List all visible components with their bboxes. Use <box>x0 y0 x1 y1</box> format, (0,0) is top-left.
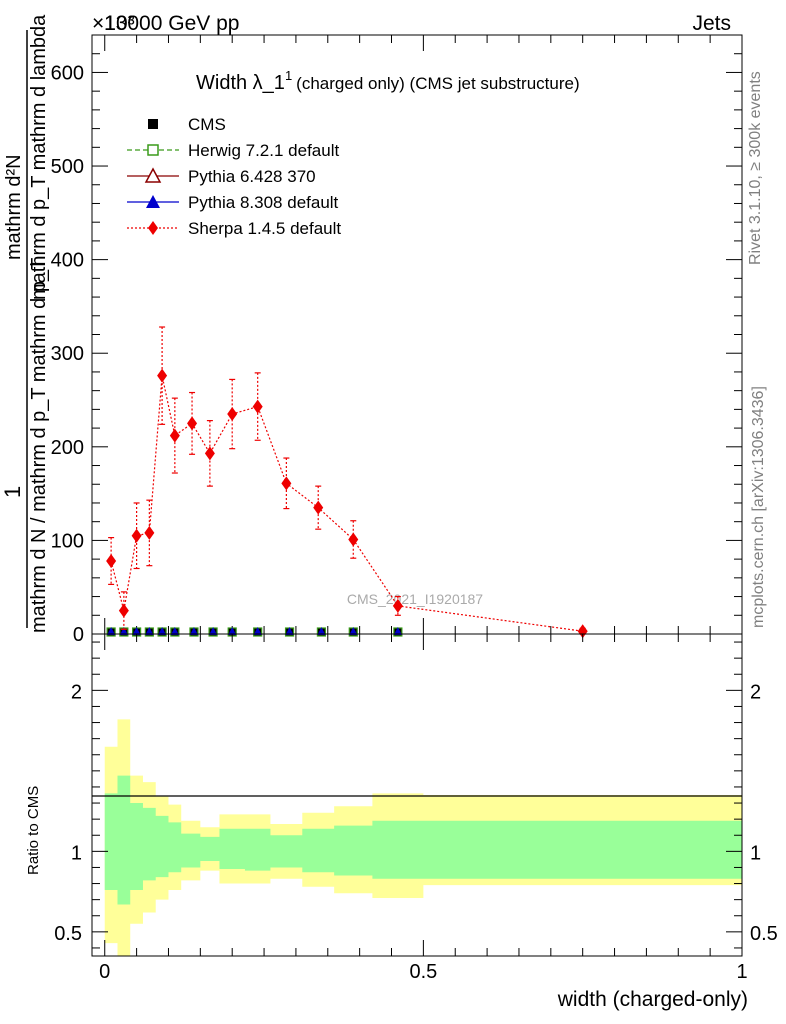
sherpa-line <box>110 375 583 632</box>
sherpa-point <box>348 532 359 547</box>
sherpa-point <box>157 368 168 383</box>
legend-marker-triangle <box>146 195 160 208</box>
legend-entry: Sherpa 1.4.5 default <box>127 219 341 238</box>
sherpa-series <box>106 326 588 639</box>
ratio-y-tick-label-right: 0.5 <box>750 923 778 945</box>
sherpa-point <box>252 399 263 414</box>
title-rest: (charged only) (CMS jet substructure) <box>296 74 579 93</box>
plot-title: Width λ_11 (charged only) (CMS jet substr… <box>196 68 580 94</box>
y-tick-label: 300 <box>51 343 84 365</box>
ratio-plot-frame <box>91 633 743 957</box>
analysis-watermark: CMS_2021_I1920187 <box>347 591 483 607</box>
sherpa-point <box>106 553 117 568</box>
pythia8-point <box>209 627 218 635</box>
legend-entry: CMS <box>148 115 226 134</box>
ratio-plot: 0.5 0.51 12 2 0 0.5 1 Ratio to CMS width (cha… <box>25 633 778 1011</box>
ratio-y-tick-label: 2 <box>71 681 82 703</box>
y-tick-label: 100 <box>51 530 84 552</box>
pythia8-point <box>349 627 358 635</box>
y-tick-label: 600 <box>51 62 84 84</box>
legend-marker-square <box>148 119 158 129</box>
x-tick-label: 0.5 <box>409 961 437 983</box>
ratio-bands <box>104 719 742 956</box>
legend-label: Sherpa 1.4.5 default <box>188 219 341 238</box>
x-tick-label: 1 <box>736 961 747 983</box>
pythia8-point <box>317 627 326 635</box>
sherpa-point <box>281 476 292 491</box>
pythia8-point <box>393 627 402 635</box>
sherpa-point <box>577 624 588 639</box>
energy-label: 13000 GeV pp <box>104 12 239 35</box>
sherpa-point <box>204 446 215 461</box>
pythia8-point <box>285 627 294 635</box>
ratio-y-ticks: 0.5 0.5 1 1 2 2 <box>54 641 778 949</box>
sherpa-point <box>169 428 180 443</box>
sherpa-point <box>144 525 155 540</box>
baseline-markers <box>106 627 403 637</box>
main-plot: 0 100 200 300 400 500 600 CMS_2021_I1920187 Wi… <box>51 34 743 646</box>
y-tick-label: 400 <box>51 250 84 272</box>
legend-entry: Herwig 7.2.1 default <box>127 141 339 160</box>
ratio-y-tick-label: 1 <box>71 842 82 864</box>
ratio-y-tick-label: 0.5 <box>54 923 82 945</box>
ratio-ylabel: Ratio to CMS <box>25 786 42 875</box>
mcplots-label: mcplots.cern.ch [arXiv:1306.3436] <box>750 386 767 628</box>
ylabel-one: 1 <box>0 486 25 498</box>
title-main: Width λ_11 (charged only) (CMS jet substr… <box>196 68 580 94</box>
pythia8-point <box>119 627 128 635</box>
legend-label: Pythia 8.308 default <box>188 193 339 212</box>
pythia8-point <box>170 627 179 635</box>
pythia8-point <box>158 627 167 635</box>
x-tick-label: 0 <box>99 961 110 983</box>
ylabel-top: mathrm d²N <box>3 154 25 260</box>
pythia8-point <box>228 627 237 635</box>
pythia8-point <box>189 627 198 635</box>
sherpa-point <box>187 416 198 431</box>
pythia8-point <box>107 627 116 635</box>
y-tick-label: 0 <box>73 624 84 646</box>
y-tick-label: 200 <box>51 437 84 459</box>
sherpa-point <box>313 500 324 515</box>
legend-label: Herwig 7.2.1 default <box>188 141 339 160</box>
legend-marker-diamond <box>148 221 158 235</box>
legend-marker-open-square <box>147 144 159 156</box>
rivet-label: Rivet 3.1.10, ≥ 300k events <box>747 71 764 265</box>
ylabel-mid: mathrm d p_T mathrm d lambda <box>28 14 50 300</box>
y-tick-label: 500 <box>51 156 84 178</box>
ratio-x-ticks: 0 0.5 1 <box>99 634 748 983</box>
title-superscript: 1 <box>285 68 292 83</box>
pythia8-point <box>145 627 154 635</box>
legend-marker-open-triangle <box>144 167 162 183</box>
sherpa-point <box>118 603 129 618</box>
exponent-label: ×10³ <box>92 12 135 35</box>
sherpa-point <box>227 407 238 422</box>
title-main-text: Width λ_1 <box>196 72 285 94</box>
ratio-band-green <box>104 775 742 905</box>
legend-label: CMS <box>188 115 226 134</box>
xlabel: width (charged-only) <box>557 988 748 1011</box>
legend-entry: Pythia 8.308 default <box>127 193 339 212</box>
legend: CMS Herwig 7.2.1 default Pythia 6.428 370 P… <box>127 115 341 238</box>
ratio-y-tick-label-right: 1 <box>750 842 761 864</box>
legend-label: Pythia 6.428 370 <box>188 167 316 186</box>
ylabel-bottom: mathrm d N / mathrm d p_T mathrm d p_T <box>28 258 50 633</box>
sherpa-point <box>131 528 142 543</box>
pythia8-point <box>253 627 262 635</box>
sherpa-point <box>392 598 403 613</box>
ratio-y-tick-label-right: 2 <box>750 681 761 703</box>
pythia8-point <box>132 627 141 635</box>
legend-entry: Pythia 6.428 370 <box>127 167 316 186</box>
main-y-ticks: 0 100 200 300 400 500 600 <box>51 53 742 646</box>
jets-label: Jets <box>692 12 731 35</box>
